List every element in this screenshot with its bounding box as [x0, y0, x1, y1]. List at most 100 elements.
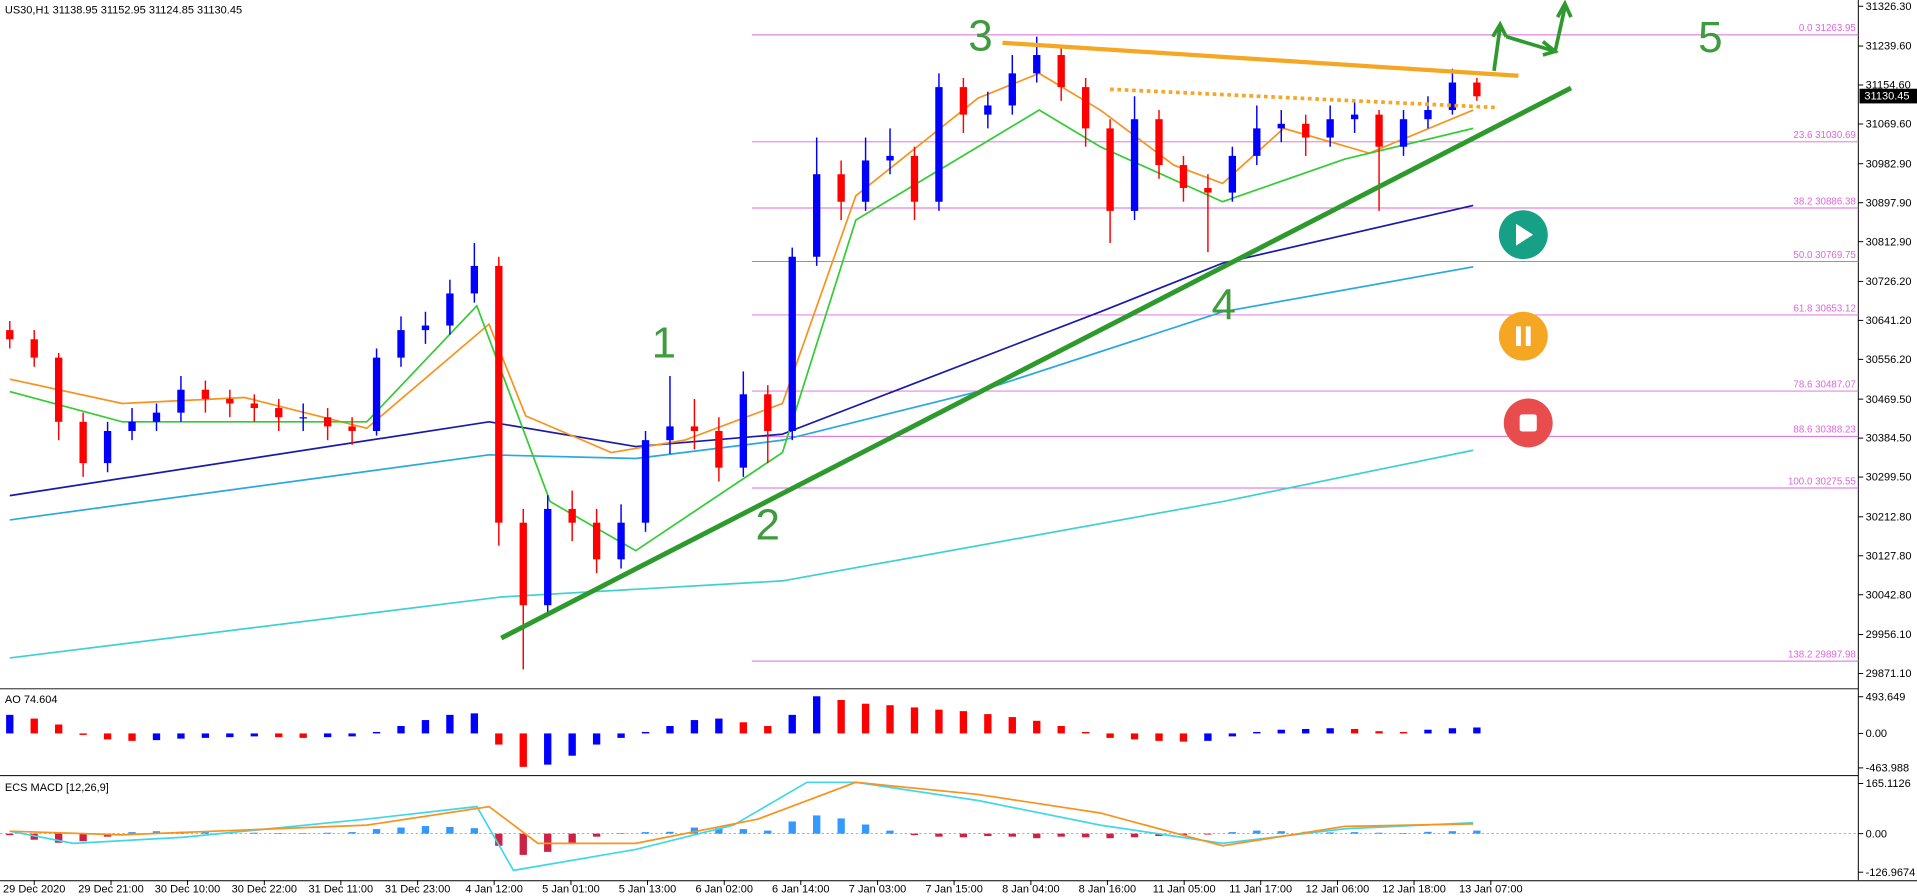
wave-label: 2 [756, 501, 780, 550]
histogram-bar [764, 830, 772, 834]
resistance-line [1002, 40, 1519, 78]
moving-average [9, 266, 1474, 521]
candle-body [1204, 187, 1212, 193]
candle-body [715, 430, 723, 468]
x-tick-label: 11 Jan 17:00 [1229, 883, 1292, 895]
y-tick-label: 30212.80 [1866, 511, 1912, 523]
fib-label: 61.8 30653.12 [1793, 303, 1855, 314]
candle-body [935, 87, 943, 202]
fib-label: 0.0 31263.95 [1799, 23, 1857, 34]
fib-price: 31263.95 [1815, 23, 1856, 34]
candle-body [470, 265, 479, 294]
y-tick-label: 493.649 [1866, 691, 1906, 703]
candle-body [910, 155, 919, 202]
candle-body [30, 339, 38, 358]
histogram-bar [1228, 832, 1237, 834]
candle-body [984, 105, 992, 115]
histogram-bar [470, 713, 479, 734]
histogram-bar [1253, 830, 1261, 834]
histogram-bar [861, 824, 870, 834]
fib-level: 88.6 [1793, 425, 1812, 436]
symbol: US30,H1 [5, 4, 50, 16]
candle-body [886, 155, 894, 161]
candle-body [323, 417, 332, 427]
y-tick-label: 30812.90 [1866, 236, 1912, 248]
histogram-bar [519, 733, 527, 767]
histogram-bar [103, 733, 112, 740]
indicator-name: ECS MACD [12,26,9] [5, 782, 109, 794]
histogram-bar [1350, 728, 1359, 734]
x-tick-label: 8 Jan 16:00 [1079, 883, 1137, 895]
histogram-bar [568, 733, 576, 756]
pause-button[interactable] [1498, 311, 1548, 361]
histogram-bar [1204, 733, 1212, 741]
histogram-bar [1424, 831, 1432, 834]
header-value: 31130.45 [197, 4, 242, 16]
stop-button[interactable] [1503, 398, 1553, 448]
histogram-bar [1008, 717, 1016, 734]
histogram-bar [666, 725, 674, 734]
y-tick-label: 0.00 [1866, 728, 1887, 740]
candle-body [348, 426, 356, 431]
histogram-bar [788, 821, 796, 834]
histogram-bar [1375, 832, 1383, 834]
candle-body [1228, 155, 1237, 193]
histogram-bar [397, 725, 405, 734]
y-tick-label: 165.1126 [1866, 778, 1911, 790]
fib-price: 29897.98 [1815, 649, 1856, 660]
fib-label: 50.0 30769.75 [1793, 250, 1856, 261]
candle-body [1057, 55, 1065, 88]
fib-level: 61.8 [1793, 303, 1812, 314]
header-value: 31138.95 [53, 4, 98, 16]
controls [1498, 210, 1553, 448]
histogram-bar [959, 711, 968, 734]
candle-body [1375, 114, 1383, 147]
fib-price: 31030.69 [1815, 130, 1856, 141]
histogram-bar [299, 833, 307, 834]
current-price-box [1859, 88, 1917, 104]
histogram-bar [837, 700, 845, 734]
header-value: 31124.85 [149, 4, 194, 16]
play-button[interactable] [1498, 210, 1548, 260]
indicator-value: 74.604 [24, 694, 58, 706]
histogram-bar [152, 733, 161, 741]
candle-body [568, 508, 576, 523]
histogram-bar [128, 733, 136, 741]
x-tick-label: 4 Jan 12:00 [465, 883, 523, 895]
candle-body [861, 160, 870, 202]
histogram-bar [715, 718, 723, 734]
candle-body [1033, 55, 1041, 74]
histogram-bar [201, 733, 210, 738]
histogram-bar [617, 733, 625, 738]
histogram-bar [470, 828, 479, 834]
histogram-bar [666, 831, 674, 834]
histogram-bar [1302, 728, 1310, 734]
candle-body [1350, 114, 1359, 120]
histogram-bar [1448, 728, 1457, 734]
fib-price: 30388.23 [1815, 425, 1856, 436]
histogram-bar [1326, 728, 1334, 734]
fib-price: 30769.75 [1815, 250, 1856, 261]
histogram-bar [323, 733, 332, 738]
candle-body [1130, 119, 1139, 211]
candle-body [837, 174, 845, 202]
histogram-bar [372, 731, 381, 734]
fib-label: 78.6 30487.07 [1793, 379, 1855, 390]
histogram-bar [544, 733, 552, 765]
y-tick-label: 30469.50 [1866, 394, 1912, 406]
header-value: 31152.95 [101, 4, 146, 16]
candle-body [1473, 82, 1481, 97]
fib-label: 88.6 30388.23 [1793, 425, 1855, 436]
histogram-bar [592, 733, 601, 745]
histogram-bar [79, 733, 87, 735]
histogram-bar [128, 832, 136, 834]
histogram-bar [1277, 729, 1285, 734]
histogram-bar [30, 718, 38, 734]
x-tick-label: 30 Dec 10:00 [155, 883, 220, 895]
candle-body [1326, 119, 1334, 138]
histogram-bar [641, 832, 650, 834]
candle-body [201, 389, 210, 399]
moving-average [9, 449, 1474, 659]
fib-label: 38.2 30886.38 [1793, 196, 1855, 207]
